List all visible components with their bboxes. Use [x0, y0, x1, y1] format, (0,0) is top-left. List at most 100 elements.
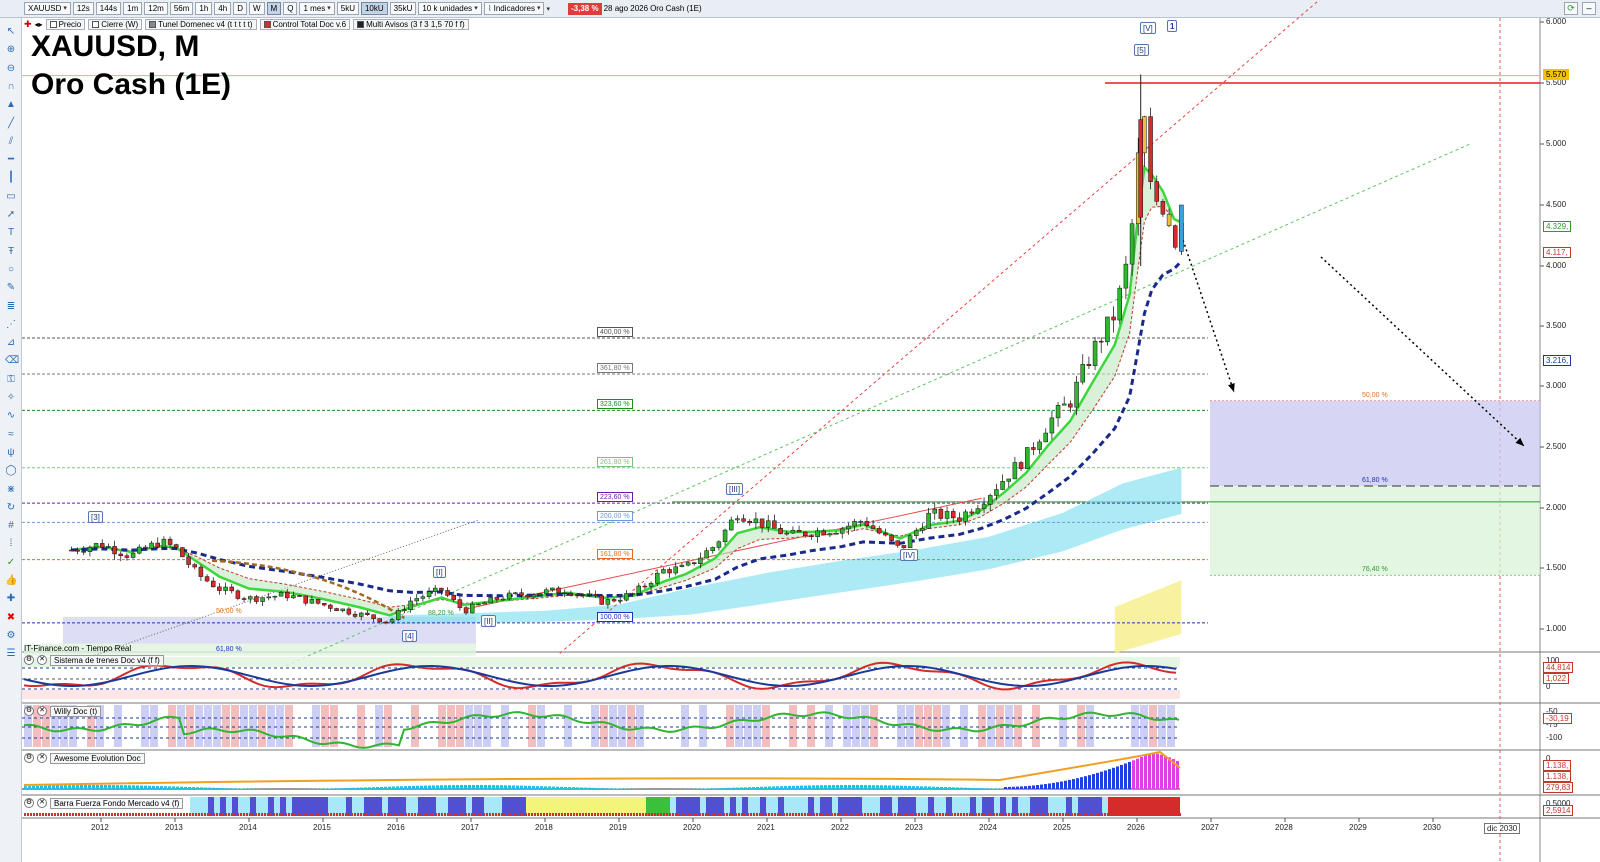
indicator-chip[interactable]: Precio [45, 19, 86, 30]
text-icon[interactable]: T [7, 227, 15, 239]
layers-icon[interactable]: ☰ [6, 648, 16, 660]
cycle-icon[interactable]: ↻ [6, 501, 16, 513]
time-axis-tick: 2012 [91, 823, 109, 832]
minus-icon[interactable]: – [1582, 2, 1596, 15]
indicator-chip[interactable]: Cierre (W) [88, 19, 143, 30]
wave-label: [IV] [900, 549, 919, 561]
candle-body [907, 535, 913, 548]
candle-body [957, 517, 962, 522]
candle-body [143, 546, 148, 549]
rect-icon[interactable]: ▭ [6, 190, 16, 202]
candle-body [1092, 340, 1098, 366]
timeframe-12s-button[interactable]: 12s [72, 2, 94, 15]
pitchfork-icon[interactable]: ψ [7, 446, 15, 458]
candle-body [926, 512, 931, 529]
channel-icon[interactable]: ⫽ [8, 135, 14, 147]
timeframe-1h-button[interactable]: 1h [195, 2, 213, 15]
fib-fan-icon[interactable]: ⋰ [6, 318, 16, 330]
timeframe-m-button[interactable]: M [266, 2, 282, 15]
pane-settings-icon[interactable]: ⚙ [24, 655, 34, 665]
candle-body [599, 595, 604, 605]
timeframe-144s-button[interactable]: 144s [95, 2, 122, 15]
units-select[interactable]: 10 k unidades ▾ [418, 2, 482, 15]
timeframe-56m-button[interactable]: 56m [169, 2, 194, 15]
candle-body [278, 591, 284, 597]
candle-body [636, 585, 641, 594]
pane-settings-icon[interactable]: ⚙ [24, 753, 34, 763]
pane-close-icon[interactable]: ✕ [37, 798, 47, 808]
wave-label: [4] [402, 630, 417, 642]
arrow-icon[interactable]: ➚ [6, 209, 16, 220]
ruler-icon[interactable]: ⊿ [6, 337, 16, 349]
eraser-icon[interactable]: ⌫ [5, 355, 20, 367]
price-axis-tick: 5.500 [1546, 78, 1567, 87]
candle-body [1043, 432, 1048, 443]
time-axis-tick: 2015 [313, 823, 331, 832]
candle-body [118, 553, 123, 556]
cycle-arc [211, 559, 406, 620]
chevron-left-icon[interactable]: ◂▸ [34, 20, 43, 29]
fib-icon[interactable]: ≣ [6, 300, 16, 312]
thumb-up-icon[interactable]: 👍 [5, 575, 18, 586]
hash-icon[interactable]: # [8, 520, 14, 532]
pane-close-icon[interactable]: ✕ [37, 706, 47, 716]
indicator-chip[interactable]: Tunel Domenec v4 (t t t t t) [145, 19, 257, 30]
zoom-in-icon[interactable]: ⊕ [6, 44, 16, 56]
close-icon[interactable]: ✚ [24, 19, 32, 29]
indicator-color-swatch [149, 21, 157, 28]
range-select[interactable]: 1 mes ▾ [299, 2, 335, 15]
candle-body [155, 542, 160, 548]
text-box-icon[interactable]: Ŧ [7, 245, 15, 257]
timeframe-d-button[interactable]: D [233, 2, 247, 15]
hline-icon[interactable]: ━ [7, 154, 15, 166]
indicator-chip[interactable]: Control Total Doc v.6 [259, 19, 351, 30]
alert-icon[interactable]: ▲ [6, 99, 16, 111]
unit-5ku-button[interactable]: 5kU [336, 2, 359, 15]
pane-close-icon[interactable]: ✕ [37, 753, 47, 763]
gann-icon[interactable]: ⋇ [6, 483, 16, 495]
magic-icon[interactable]: ✧ [6, 392, 16, 403]
timeframe-w-button[interactable]: W [248, 2, 265, 15]
indicator-chip[interactable]: Multi Avisos (3 f 3 1,5 70 f f) [353, 19, 469, 30]
candle-body [1129, 223, 1135, 265]
lock-icon[interactable]: ⚿ [7, 373, 15, 385]
dots-icon[interactable]: ⁞ [9, 538, 13, 550]
symbol-select[interactable]: XAUUSD ▾ [24, 2, 71, 15]
magnet-icon[interactable]: ∩ [7, 80, 15, 92]
unit-10ku-button[interactable]: 10kU [360, 2, 388, 15]
wave-icon[interactable]: ∿ [6, 410, 16, 422]
pane-settings-icon[interactable]: ⚙ [24, 798, 34, 808]
indicators-button[interactable]: ⌇ Indicadores ▾ [483, 2, 545, 15]
pane-header: ⚙ ✕ Sistema de trenes Doc v4 (f f) [24, 654, 164, 666]
timeframe-12m-button[interactable]: 12m [144, 2, 168, 15]
refresh-icon[interactable]: ⟳ [1564, 2, 1578, 15]
pen-icon[interactable]: ✎ [6, 282, 16, 294]
ellipse-icon[interactable]: ◯ [5, 465, 17, 477]
pane-close-icon[interactable]: ✕ [37, 655, 47, 665]
candle-body [772, 520, 777, 529]
target-label: 61,80 % [1362, 477, 1388, 485]
wave-alt-icon[interactable]: ≈ [8, 428, 14, 440]
thumb-down-icon[interactable]: ✚ [6, 593, 16, 605]
candle-body [747, 520, 752, 524]
chevron-down-icon[interactable]: ▾ [546, 5, 550, 13]
circle-icon[interactable]: ○ [7, 263, 15, 275]
check-icon[interactable]: ✓ [6, 556, 16, 568]
candle-body [1138, 119, 1143, 218]
vline-icon[interactable]: ┃ [7, 172, 15, 184]
zoom-out-icon[interactable]: ⊖ [6, 62, 16, 74]
delete-icon[interactable]: ✖ [6, 611, 16, 623]
timeframe-q-button[interactable]: Q [283, 2, 298, 15]
settings-icon[interactable]: ⚙ [6, 629, 16, 641]
pane-value-tag: 1.138, [1543, 771, 1572, 782]
candle-body [365, 612, 370, 615]
fib-level-label: 261,80 % [597, 456, 633, 467]
candle-body [476, 603, 481, 606]
pane-settings-icon[interactable]: ⚙ [24, 706, 34, 716]
cursor-icon[interactable]: ↖ [6, 26, 16, 37]
timeframe-1m-button[interactable]: 1m [123, 2, 143, 15]
trendline-icon[interactable]: ╱ [7, 117, 15, 129]
unit-35ku-button[interactable]: 35kU [389, 2, 417, 15]
timeframe-4h-button[interactable]: 4h [214, 2, 232, 15]
